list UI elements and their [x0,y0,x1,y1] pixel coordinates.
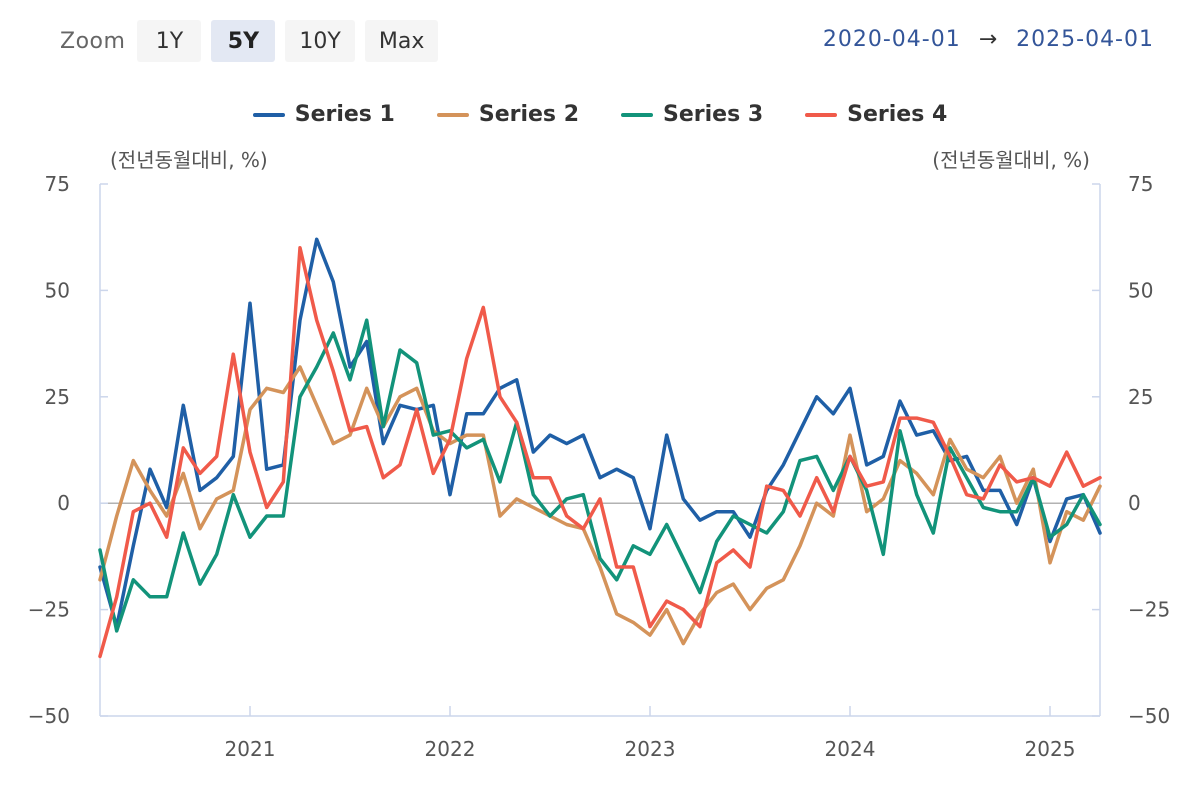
zoom-label: Zoom [60,28,126,54]
y-tick-label-right: 75 [1128,172,1153,196]
range-end-date[interactable]: 2025-04-01 [1016,27,1154,52]
y-tick-label-left: 50 [45,278,70,302]
date-range: 2020-04-01 → 2025-04-01 [823,27,1154,52]
series-line-2[interactable] [98,365,1102,646]
x-tick-label: 2023 [625,737,676,761]
y-tick-label-left: 0 [57,491,70,515]
range-start-date[interactable]: 2020-04-01 [822,27,961,52]
y-tick-label-left: 25 [45,385,70,409]
legend-label-series-3: Series 3 [663,102,764,127]
legend-label-series-1: Series 1 [294,102,395,127]
legend-item-series-1[interactable]: Series 1 [252,102,395,127]
y-tick-label-right: −25 [1128,598,1170,622]
range-arrow-icon: → [978,27,999,52]
x-tick-label: 2025 [1025,737,1076,761]
legend-label-series-4: Series 4 [847,102,948,127]
y-tick-label-right: 25 [1128,385,1153,409]
x-tick-label: 2021 [225,737,276,761]
zoom-bar: Zoom 1Y 5Y 10Y Max [60,20,439,62]
zoom-button-max[interactable]: Max [364,20,439,62]
y-tick-label-left: −25 [28,598,70,622]
legend-item-series-3[interactable]: Series 3 [621,102,763,127]
x-tick-label: 2024 [825,737,876,761]
series-line-1[interactable] [98,237,1102,629]
zoom-button-10y[interactable]: 10Y [285,20,355,62]
legend-swatch-series-3 [621,112,653,117]
legend-item-series-4[interactable]: Series 4 [805,102,947,127]
legend-swatch-series-2 [436,112,469,117]
zoom-button-1y[interactable]: 1Y [137,20,202,62]
y-tick-label-right: 50 [1128,278,1153,302]
y-tick-label-left: −50 [28,704,70,728]
chart-legend: Series 1 Series 2 Series 3 Series 4 [0,102,1200,127]
y-tick-label-right: 0 [1128,491,1141,515]
y-tick-label-right: −50 [1128,704,1170,728]
right-axis-unit: (전년동월대비, %) [932,148,1090,172]
y-tick-label-left: 75 [45,172,70,196]
zoom-button-5y[interactable]: 5Y [211,20,276,62]
legend-item-series-2[interactable]: Series 2 [436,102,579,127]
series-line-3[interactable] [98,318,1102,633]
legend-swatch-series-4 [805,112,838,117]
left-axis-unit: (전년동월대비, %) [110,148,268,172]
series-line-4[interactable] [98,246,1102,659]
legend-swatch-series-1 [252,112,285,117]
x-tick-label: 2022 [425,737,476,761]
legend-label-series-2: Series 2 [478,102,579,127]
